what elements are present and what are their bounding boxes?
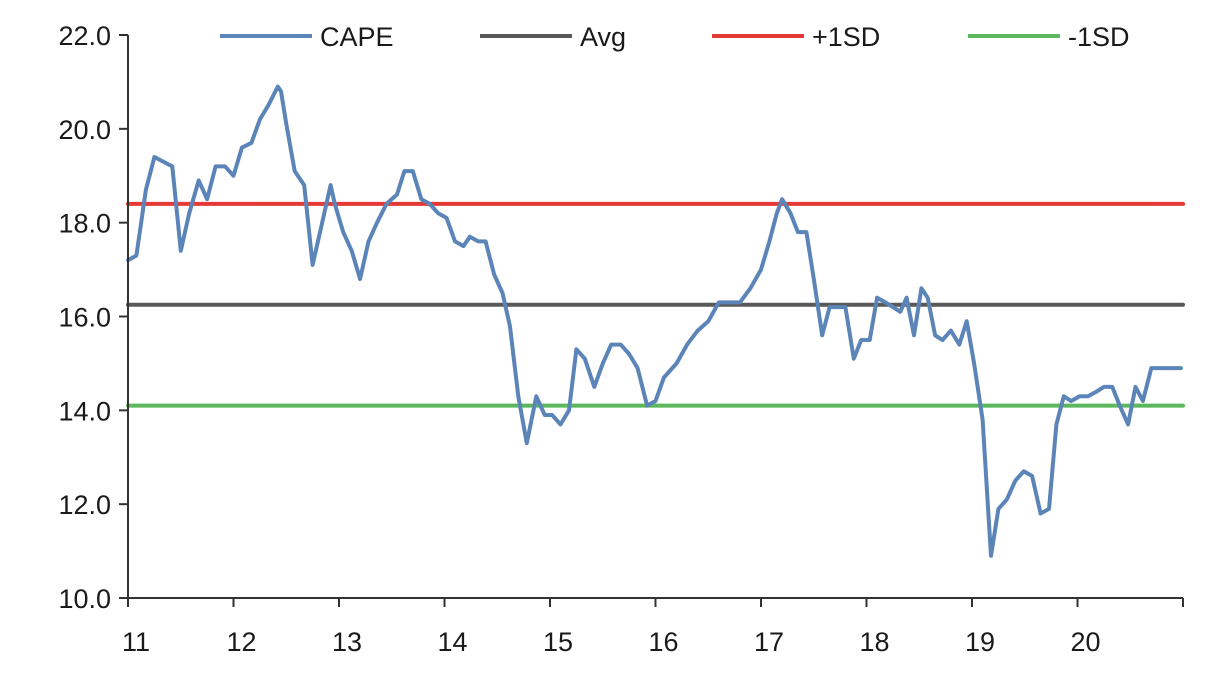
- x-tick-label: 14: [437, 627, 467, 657]
- x-tick-label: 15: [543, 627, 573, 657]
- x-tick-label: 17: [754, 627, 784, 657]
- y-tick-label: 12.0: [58, 490, 111, 520]
- y-tick-label: 20.0: [58, 115, 111, 145]
- x-tick-label: 12: [226, 627, 256, 657]
- y-tick-label: 14.0: [58, 396, 111, 426]
- legend-item-avg: Avg: [480, 22, 626, 52]
- y-axis-ticks: 10.0 12.0 14.0 16.0 18.0 20.0 22.0: [58, 21, 128, 614]
- x-axis-ticks: 11 12 13 14 15 16 17 18 19 20: [122, 598, 1184, 657]
- x-tick-label: 19: [965, 627, 995, 657]
- y-tick-label: 10.0: [58, 584, 111, 614]
- legend-item-plusminus-1sd: +1SD: [712, 22, 880, 52]
- series-line-cape: [126, 84, 1183, 558]
- x-tick-label: 11: [122, 627, 150, 657]
- legend: CAPE Avg +1SD -1SD: [220, 22, 1130, 52]
- legend-label: -1SD: [1068, 22, 1130, 52]
- legend-item-cape: CAPE: [220, 22, 394, 52]
- y-tick-label: 16.0: [58, 303, 111, 333]
- x-tick-label: 13: [332, 627, 362, 657]
- y-tick-label: 22.0: [58, 21, 111, 51]
- x-tick-label: 18: [859, 627, 889, 657]
- y-tick-label: 18.0: [58, 209, 111, 239]
- legend-label: Avg: [580, 22, 626, 52]
- series-lines: [126, 84, 1185, 558]
- legend-label: +1SD: [812, 22, 880, 52]
- x-tick-label: 16: [648, 627, 678, 657]
- legend-item-minus-1sd: -1SD: [968, 22, 1130, 52]
- legend-label: CAPE: [320, 22, 394, 52]
- x-tick-label: 20: [1070, 627, 1100, 657]
